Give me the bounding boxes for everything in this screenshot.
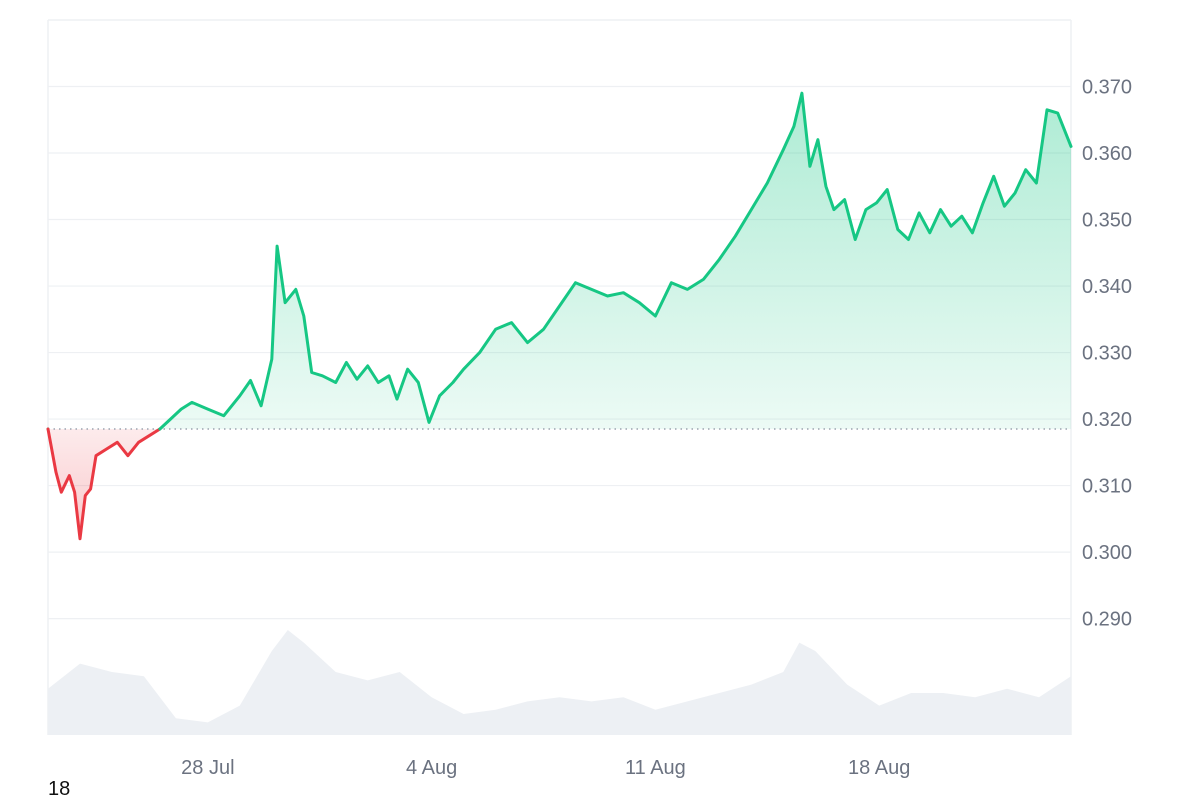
y-tick-label: 0.330	[1082, 343, 1132, 365]
x-tick-label: 28 Jul	[181, 757, 234, 779]
price-line	[46, 91, 1073, 541]
price-line-above	[158, 91, 1073, 431]
page-number: 18	[48, 778, 71, 800]
x-tick-label: 18 Aug	[848, 757, 910, 779]
price-fill-above	[159, 93, 1071, 429]
price-fill	[48, 93, 1071, 539]
y-tick-label: 0.370	[1082, 77, 1132, 99]
y-tick-label: 0.360	[1082, 143, 1132, 165]
x-axis-ticks: 28 Jul 4 Aug 11 Aug 18 Aug	[181, 757, 910, 779]
price-fill-below	[48, 429, 160, 539]
y-tick-label: 0.290	[1082, 609, 1132, 631]
x-tick-label: 4 Aug	[406, 757, 457, 779]
y-tick-label: 0.350	[1082, 210, 1132, 232]
volume-area	[48, 630, 1071, 735]
y-tick-label: 0.310	[1082, 476, 1132, 498]
y-axis-ticks: 0.370 0.360 0.350 0.340 0.330 0.320 0.310 0.300…	[1082, 77, 1132, 631]
y-tick-label: 0.340	[1082, 276, 1132, 298]
y-tick-label: 0.300	[1082, 542, 1132, 564]
y-tick-label: 0.320	[1082, 409, 1132, 431]
x-tick-label: 11 Aug	[625, 757, 686, 779]
price-line-below	[46, 427, 162, 541]
volume-area-shape	[48, 630, 1071, 735]
